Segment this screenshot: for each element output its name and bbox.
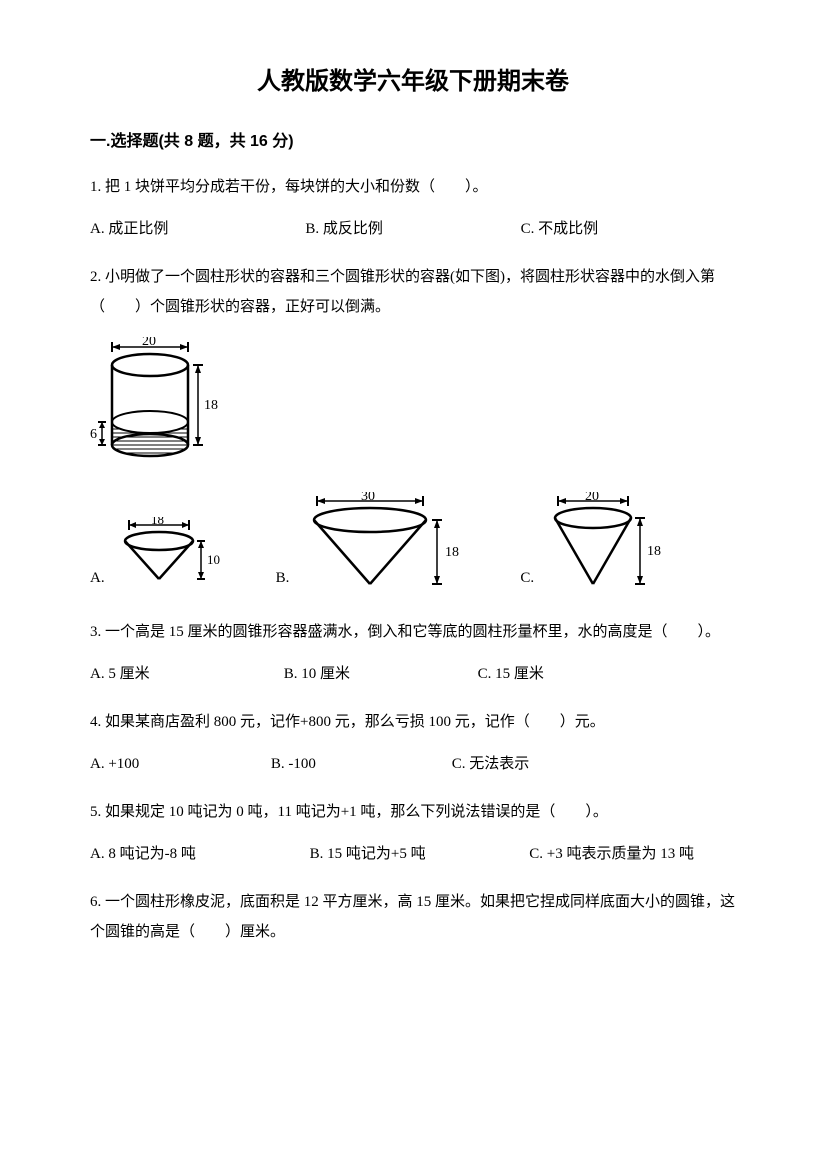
q4-option-b: B. -100	[271, 749, 452, 779]
cone-a-diagram: 18 10	[111, 517, 226, 592]
cone-b-diagram: 30 18	[295, 492, 470, 592]
q1-option-b: B. 成反比例	[305, 214, 520, 244]
q1-option-a: A. 成正比例	[90, 214, 305, 244]
cone-a-top-label: 18	[151, 517, 164, 527]
q2-cylinder-figure: 20 18 6	[90, 337, 736, 467]
q3-option-c: C. 15 厘米	[478, 659, 672, 689]
q2-option-a-label: A.	[90, 565, 105, 592]
q5-option-c: C. +3 吨表示质量为 13 吨	[529, 839, 736, 869]
cylinder-height-label: 18	[204, 398, 218, 413]
question-2: 2. 小明做了一个圆柱形状的容器和三个圆锥形状的容器(如下图)，将圆柱形状容器中…	[90, 262, 736, 322]
cone-c-height-label: 18	[647, 544, 661, 559]
q1-option-c: C. 不成比例	[521, 214, 736, 244]
cylinder-top-label: 20	[142, 337, 156, 349]
q2-option-b-label: B.	[276, 565, 290, 592]
cone-c-top-label: 20	[585, 492, 599, 504]
exam-title: 人教版数学六年级下册期末卷	[90, 60, 736, 103]
q4-option-a: A. +100	[90, 749, 271, 779]
cone-a-height-label: 10	[207, 552, 220, 567]
q2-option-c-label: C.	[520, 565, 534, 592]
question-6: 6. 一个圆柱形橡皮泥，底面积是 12 平方厘米，高 15 厘米。如果把它捏成同…	[90, 887, 736, 947]
question-5: 5. 如果规定 10 吨记为 0 吨，11 吨记为+1 吨，那么下列说法错误的是…	[90, 797, 736, 827]
cone-b-height-label: 18	[445, 545, 459, 560]
q4-option-c: C. 无法表示	[452, 749, 633, 779]
question-1: 1. 把 1 块饼平均分成若干份，每块饼的大小和份数（ ）。	[90, 172, 736, 202]
q3-option-b: B. 10 厘米	[284, 659, 478, 689]
question-5-options: A. 8 吨记为-8 吨 B. 15 吨记为+5 吨 C. +3 吨表示质量为 …	[90, 839, 736, 869]
question-3-options: A. 5 厘米 B. 10 厘米 C. 15 厘米	[90, 659, 736, 689]
cylinder-diagram: 20 18 6	[90, 337, 220, 467]
q3-option-a: A. 5 厘米	[90, 659, 284, 689]
question-1-options: A. 成正比例 B. 成反比例 C. 不成比例	[90, 214, 736, 244]
question-4: 4. 如果某商店盈利 800 元，记作+800 元，那么亏损 100 元，记作（…	[90, 707, 736, 737]
question-4-options: A. +100 B. -100 C. 无法表示	[90, 749, 736, 779]
question-3: 3. 一个高是 15 厘米的圆锥形容器盛满水，倒入和它等底的圆柱形量杯里，水的高…	[90, 617, 736, 647]
section-1-header: 一.选择题(共 8 题，共 16 分)	[90, 128, 736, 157]
cylinder-water-label: 6	[90, 427, 97, 442]
q5-option-a: A. 8 吨记为-8 吨	[90, 839, 310, 869]
q5-option-b: B. 15 吨记为+5 吨	[310, 839, 530, 869]
cone-b-top-label: 30	[361, 492, 375, 504]
cone-c-diagram: 20 18	[540, 492, 670, 592]
q2-cone-options: A. 18 10 B. 30	[90, 492, 736, 592]
